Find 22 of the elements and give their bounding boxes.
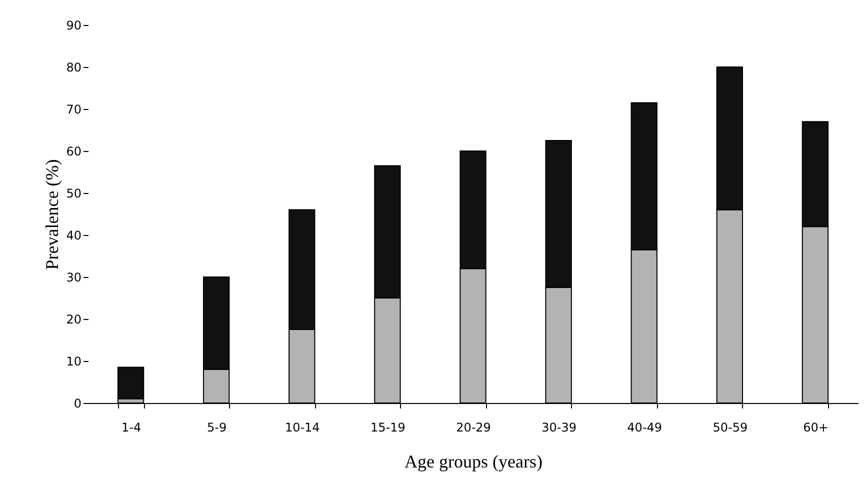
y-tick-label: 0 [74,396,82,410]
x-tick-label: 30-39 [542,420,576,434]
y-tick-label: 40 [66,228,82,242]
y-tick-label: 10 [66,354,82,368]
y-tick-label: 50 [66,186,82,200]
x-tick-label: 40-49 [627,420,662,434]
x-tick-label: 20-29 [456,420,491,434]
y-tick-label: 90 [66,18,82,32]
y-tick-label: 80 [66,60,82,74]
x-axis-title: Age groups (years) [404,452,542,472]
y-axis-title: Prevalence (%) [42,159,62,270]
x-tick-label: 60+ [803,420,828,434]
x-tick-label: 50-59 [712,420,748,434]
x-tick-label: 1-4 [121,420,142,434]
x-tick-label: 5-9 [207,420,227,434]
x-tick-label: 15-19 [370,420,406,434]
y-tick-label: 20 [66,312,82,326]
y-tick-label: 30 [66,270,82,284]
bar [117,366,144,400]
y-tick-label: 60 [66,144,82,158]
x-tick-label: 10-14 [284,420,320,434]
y-tick-label: 70 [66,102,82,116]
